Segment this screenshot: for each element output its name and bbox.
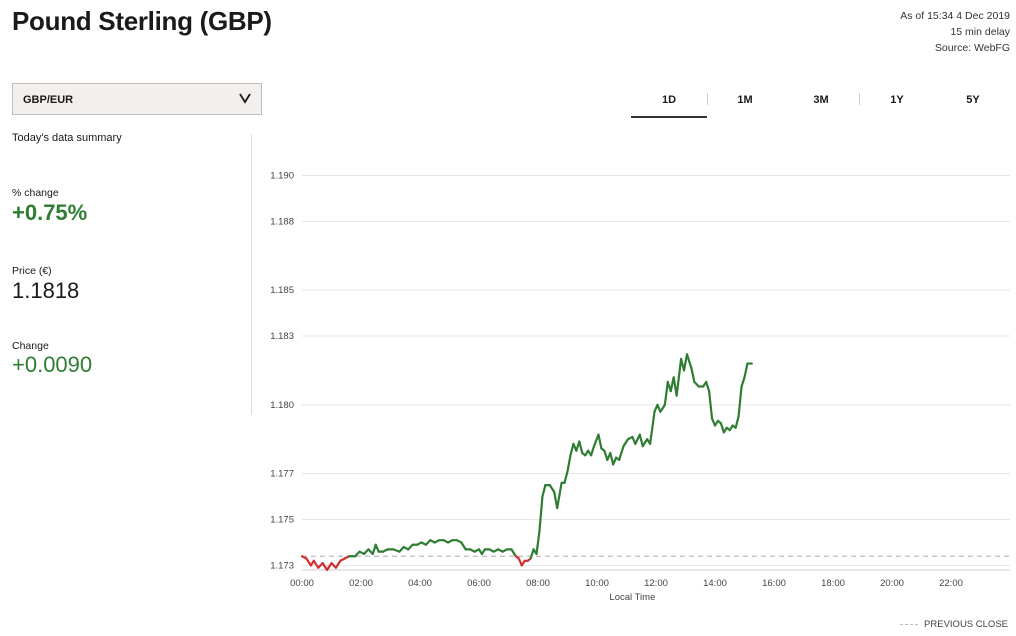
- price-line-segment: [597, 433, 603, 450]
- as-of-timestamp: As of 15:34 4 Dec 2019: [900, 10, 1010, 22]
- price-line-segment: [569, 442, 575, 457]
- x-tick-label: 22:00: [939, 578, 963, 589]
- price-line-segment: [734, 415, 740, 429]
- price-line-segment: [548, 484, 556, 494]
- pct-change-label: % change: [12, 187, 59, 199]
- currency-pair-select[interactable]: GBP/EUR: [12, 83, 262, 115]
- x-tick-label: 02:00: [349, 578, 373, 589]
- price-series: [300, 353, 753, 572]
- y-axis-ticks: 1.173 1.175 1.177 1.180 1.183 1.185 1.188 1.190: [270, 170, 294, 571]
- x-tick-label: 08:00: [526, 578, 550, 589]
- tab-1y[interactable]: 1Y: [890, 94, 904, 106]
- tab-divider: [859, 93, 860, 105]
- data-source: Source: WebFG: [934, 42, 1010, 54]
- price-line-segment: [590, 445, 596, 457]
- price-line-segment: [675, 357, 683, 397]
- delay-note: 15 min delay: [950, 26, 1010, 38]
- price-line-segment: [538, 495, 544, 533]
- price-line-segment: [609, 451, 615, 466]
- x-tick-label: 06:00: [467, 578, 491, 589]
- price-line-segment: [566, 454, 572, 473]
- change-label: Change: [12, 340, 49, 352]
- x-tick-label: 20:00: [880, 578, 904, 589]
- price-line-segment: [719, 422, 725, 434]
- price-line-segment: [374, 543, 380, 553]
- y-tick-label: 1.173: [270, 560, 294, 571]
- chart-grid: [302, 174, 1010, 571]
- summary-heading: Today's data summary: [12, 132, 122, 144]
- price-line-segment: [305, 557, 312, 567]
- price-line-segment: [460, 541, 467, 551]
- price-line-segment: [682, 353, 689, 372]
- x-tick-label: 04:00: [408, 578, 432, 589]
- x-tick-label: 16:00: [762, 578, 786, 589]
- price-line-segment: [612, 456, 618, 466]
- previous-close-swatch: [900, 623, 919, 625]
- price-line-segment: [578, 440, 584, 455]
- price-label: Price (€): [12, 265, 52, 277]
- price-line-segment: [312, 559, 320, 569]
- legend-label: PREVIOUS CLOSE: [924, 619, 1008, 630]
- x-tick-label: 18:00: [821, 578, 845, 589]
- page-title: Pound Sterling (GBP): [12, 6, 272, 36]
- chevron-down-icon: [239, 93, 251, 104]
- price-line-segment: [690, 367, 696, 384]
- price-line-segment: [659, 403, 666, 413]
- price-line-segment: [685, 353, 693, 370]
- y-tick-label: 1.177: [270, 469, 294, 480]
- y-tick-label: 1.175: [270, 515, 294, 526]
- quote-meta: As of 15:34 4 Dec 2019 15 min delay Sour…: [900, 8, 1010, 56]
- change-value: +0.0090: [12, 352, 93, 377]
- pct-change-value: +0.75%: [12, 200, 88, 225]
- price-line-segment: [649, 410, 656, 445]
- tab-divider: [707, 93, 708, 105]
- chart-legend: PREVIOUS CLOSE: [900, 619, 1008, 630]
- price-line-segment: [535, 529, 541, 556]
- y-tick-label: 1.190: [270, 170, 294, 181]
- price-line-segment: [737, 385, 743, 418]
- x-tick-label: 10:00: [585, 578, 609, 589]
- summary-divider: [251, 134, 252, 415]
- price-line-segment: [334, 559, 342, 569]
- tab-5y[interactable]: 5Y: [966, 94, 980, 106]
- price-line-segment: [641, 438, 649, 448]
- price-line-segment: [529, 548, 535, 560]
- price-line-segment: [563, 470, 569, 484]
- tab-3m[interactable]: 3M: [813, 94, 829, 106]
- price-line-segment: [740, 376, 746, 388]
- time-range-tabs: 1D 1M 3M 1Y 5Y: [631, 88, 1011, 118]
- price-line-segment: [743, 362, 749, 379]
- price-line-segment: [618, 445, 625, 461]
- price-line-segment: [622, 438, 630, 448]
- y-tick-label: 1.185: [270, 285, 294, 296]
- price-line-segment: [705, 380, 711, 393]
- tab-1d[interactable]: 1D: [631, 88, 707, 118]
- price-line-segment: [325, 562, 333, 572]
- y-tick-label: 1.183: [270, 331, 294, 342]
- price-chart: 1.173 1.175 1.177 1.180 1.183 1.185 1.188 1.190…: [270, 170, 1010, 603]
- price-value: 1.1818: [12, 278, 80, 303]
- data-summary: Today's data summary: [12, 132, 250, 144]
- x-tick-label: 12:00: [644, 578, 668, 589]
- price-line-segment: [321, 562, 329, 572]
- x-tick-label: 00:00: [290, 578, 314, 589]
- tab-1m[interactable]: 1M: [737, 94, 753, 106]
- y-tick-label: 1.180: [270, 400, 294, 411]
- currency-pair-value: GBP/EUR: [23, 94, 74, 106]
- price-line-segment: [663, 380, 669, 406]
- price-line-segment: [708, 389, 714, 420]
- price-line-segment: [510, 548, 517, 558]
- price-line-segment: [541, 484, 547, 498]
- x-axis-title: Local Time: [609, 592, 655, 603]
- price-line-segment: [556, 481, 563, 510]
- price-line-segment: [638, 433, 644, 448]
- y-tick-label: 1.188: [270, 216, 294, 227]
- price-line-segment: [592, 433, 600, 448]
- x-axis-ticks: 00:00 02:00 04:00 06:00 08:00 10:00 12:00 14:00…: [290, 578, 963, 589]
- x-tick-label: 14:00: [703, 578, 727, 589]
